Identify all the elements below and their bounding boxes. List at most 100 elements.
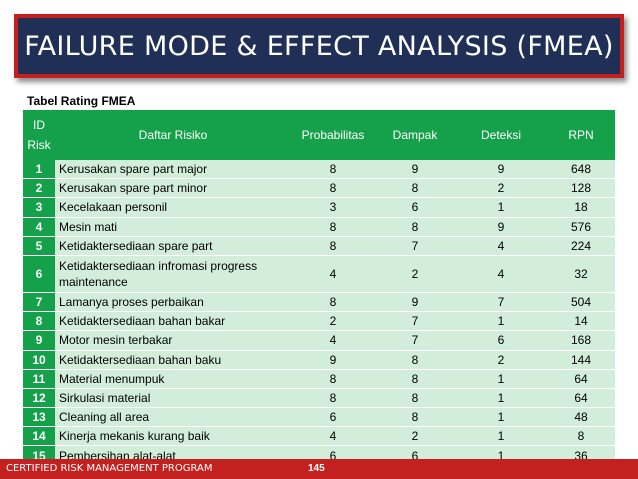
- row-probability: 8: [291, 178, 375, 199]
- fmea-table: ID Risk Daftar Risiko Probabilitas Dampa…: [23, 110, 615, 466]
- page-title: FAILURE MODE & EFFECT ANALYSIS (FMEA): [24, 30, 614, 62]
- row-impact: 8: [375, 178, 455, 199]
- row-detection: 1: [455, 369, 547, 389]
- header-impact: Dampak: [375, 110, 455, 160]
- row-impact: 7: [375, 330, 455, 351]
- row-risk-name: Sirkulasi material: [55, 388, 291, 409]
- table-row: 7 Lamanya proses perbaikan 8 9 7 504: [23, 292, 615, 313]
- row-detection: 9: [455, 160, 547, 180]
- row-probability: 4: [291, 255, 375, 293]
- row-rpn: 8: [547, 426, 615, 447]
- row-risk-name: Kerusakan spare part minor: [55, 178, 291, 199]
- row-impact: 8: [375, 369, 455, 389]
- table-row: 5 Ketidaktersediaan spare part 8 7 4 224: [23, 236, 615, 256]
- row-id: 2: [23, 178, 55, 199]
- row-impact: 8: [375, 217, 455, 237]
- footer-bar: CERTIFIED RISK MANAGEMENT PROGRAM 145: [0, 459, 638, 479]
- row-id: 8: [23, 311, 55, 332]
- row-risk-name: Kinerja mekanis kurang baik: [55, 426, 291, 447]
- row-id: 6: [23, 255, 55, 293]
- row-rpn: 64: [547, 388, 615, 409]
- title-banner: FAILURE MODE & EFFECT ANALYSIS (FMEA): [14, 14, 624, 78]
- table-row: 2 Kerusakan spare part minor 8 8 2 128: [23, 178, 615, 199]
- row-risk-name: Motor mesin terbakar: [55, 330, 291, 351]
- row-impact: 8: [375, 388, 455, 409]
- row-probability: 9: [291, 350, 375, 370]
- row-risk-name: Ketidaktersediaan infromasi progress mai…: [55, 255, 291, 293]
- header-id-risk: ID Risk: [23, 110, 55, 160]
- row-rpn: 14: [547, 311, 615, 332]
- row-detection: 2: [455, 350, 547, 370]
- table-row: 8 Ketidaktersediaan bahan bakar 2 7 1 14: [23, 311, 615, 332]
- row-risk-name: Kecelakaan personil: [55, 197, 291, 218]
- row-detection: 1: [455, 388, 547, 409]
- table-row: 3 Kecelakaan personil 3 6 1 18: [23, 197, 615, 218]
- row-detection: 4: [455, 255, 547, 293]
- row-impact: 7: [375, 311, 455, 332]
- row-impact: 6: [375, 197, 455, 218]
- row-rpn: 32: [547, 255, 615, 293]
- row-impact: 7: [375, 236, 455, 256]
- row-rpn: 144: [547, 350, 615, 370]
- row-rpn: 18: [547, 197, 615, 218]
- row-id: 4: [23, 217, 55, 237]
- row-risk-name: Ketidaktersediaan bahan baku: [55, 350, 291, 370]
- table-row: 10 Ketidaktersediaan bahan baku 9 8 2 144: [23, 350, 615, 370]
- table-row: 4 Mesin mati 8 8 9 576: [23, 217, 615, 237]
- table-row: 6 Ketidaktersediaan infromasi progress ma…: [23, 255, 615, 293]
- row-risk-name: Mesin mati: [55, 217, 291, 237]
- table-caption: Tabel Rating FMEA: [27, 94, 136, 108]
- row-risk-name: Kerusakan spare part major: [55, 160, 291, 180]
- row-probability: 8: [291, 217, 375, 237]
- header-id-line1: ID: [33, 118, 45, 132]
- header-id-line2: Risk: [27, 138, 51, 152]
- table-row: 9 Motor mesin terbakar 4 7 6 168: [23, 330, 615, 351]
- table-row: 12 Sirkulasi material 8 8 1 64: [23, 388, 615, 409]
- row-detection: 2: [455, 178, 547, 199]
- row-probability: 8: [291, 369, 375, 389]
- header-detection: Deteksi: [455, 110, 547, 160]
- row-rpn: 224: [547, 236, 615, 256]
- row-id: 12: [23, 388, 55, 409]
- row-id: 7: [23, 292, 55, 313]
- row-detection: 9: [455, 217, 547, 237]
- row-rpn: 576: [547, 217, 615, 237]
- row-detection: 6: [455, 330, 547, 351]
- row-id: 13: [23, 407, 55, 428]
- row-rpn: 48: [547, 407, 615, 428]
- row-detection: 1: [455, 311, 547, 332]
- row-impact: 9: [375, 292, 455, 313]
- row-probability: 4: [291, 426, 375, 447]
- table-header-row: ID Risk Daftar Risiko Probabilitas Dampa…: [23, 110, 615, 160]
- row-probability: 8: [291, 292, 375, 313]
- row-probability: 3: [291, 197, 375, 218]
- row-id: 14: [23, 426, 55, 447]
- row-impact: 2: [375, 426, 455, 447]
- header-risk-list: Daftar Risiko: [55, 110, 291, 160]
- row-id: 9: [23, 330, 55, 351]
- row-risk-name: Lamanya proses perbaikan: [55, 292, 291, 313]
- row-detection: 1: [455, 197, 547, 218]
- row-rpn: 128: [547, 178, 615, 199]
- row-id: 3: [23, 197, 55, 218]
- row-rpn: 64: [547, 369, 615, 389]
- row-rpn: 648: [547, 160, 615, 180]
- row-impact: 8: [375, 350, 455, 370]
- row-detection: 1: [455, 407, 547, 428]
- row-probability: 2: [291, 311, 375, 332]
- row-probability: 6: [291, 407, 375, 428]
- row-probability: 8: [291, 160, 375, 180]
- row-rpn: 504: [547, 292, 615, 313]
- page-number: 145: [308, 463, 325, 474]
- row-risk-name: Ketidaktersediaan spare part: [55, 236, 291, 256]
- row-id: 5: [23, 236, 55, 256]
- row-detection: 1: [455, 426, 547, 447]
- table-row: 1 Kerusakan spare part major 8 9 9 648: [23, 160, 615, 180]
- row-detection: 7: [455, 292, 547, 313]
- row-impact: 2: [375, 255, 455, 293]
- table-row: 14 Kinerja mekanis kurang baik 4 2 1 8: [23, 426, 615, 447]
- row-impact: 9: [375, 160, 455, 180]
- table-row: 11 Material menumpuk 8 8 1 64: [23, 369, 615, 389]
- row-impact: 8: [375, 407, 455, 428]
- header-rpn: RPN: [547, 110, 615, 160]
